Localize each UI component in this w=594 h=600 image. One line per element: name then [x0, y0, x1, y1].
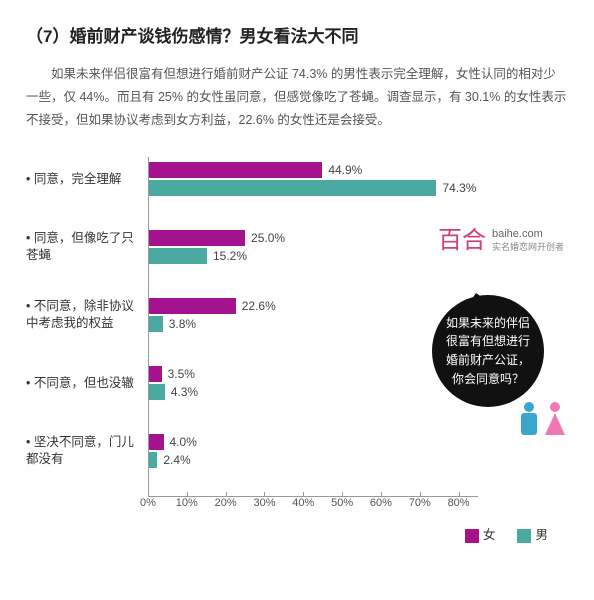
bar-value-label: 3.8% [169, 317, 196, 331]
bar-value-label: 2.4% [163, 453, 190, 467]
x-tick: 20% [215, 497, 237, 509]
bar-male: 74.3% [148, 180, 478, 196]
gender-figures-icon [518, 402, 566, 435]
x-tick: 70% [409, 497, 431, 509]
legend-item-female: 女 [465, 524, 496, 543]
bar-male: 4.3% [148, 384, 478, 400]
bar-rect [148, 230, 245, 246]
x-tick: 50% [331, 497, 353, 509]
bar-female: 3.5% [148, 366, 478, 382]
bar-value-label: 3.5% [168, 367, 195, 381]
x-tick: 80% [448, 497, 470, 509]
bar-value-label: 4.0% [170, 435, 197, 449]
male-figure-icon [518, 402, 540, 435]
chart-row: 坚决不同意，门儿都没有4.0%2.4% [148, 428, 568, 474]
category-label: 坚决不同意，门儿都没有 [26, 434, 138, 469]
x-tick: 30% [253, 497, 275, 509]
bar-rect [148, 162, 322, 178]
bar-male: 15.2% [148, 248, 478, 264]
chart-row: 同意，完全理解44.9%74.3% [148, 156, 568, 202]
brand-tagline: 实名婚恋网开创者 [492, 242, 564, 252]
speech-bubble-text: 如果未来的伴侣很富有但想进行婚前财产公证，你会同意吗？ [442, 314, 534, 388]
x-tick: 60% [370, 497, 392, 509]
bar-value-label: 4.3% [171, 385, 198, 399]
bar-value-label: 15.2% [213, 249, 247, 263]
bar-value-label: 44.9% [328, 163, 362, 177]
speech-bubble: 如果未来的伴侣很富有但想进行婚前财产公证，你会同意吗？ [432, 295, 544, 407]
bar-male: 2.4% [148, 452, 478, 468]
bar-rect [148, 316, 163, 332]
chart-description: 如果未来伴侣很富有但想进行婚前财产公证 74.3% 的男性表示完全理解，女性认同… [26, 63, 568, 132]
legend-item-male: 男 [517, 524, 548, 543]
bar-value-label: 74.3% [442, 181, 476, 195]
x-tick: 40% [292, 497, 314, 509]
female-figure-icon [544, 402, 566, 435]
x-axis: 0%10%20%30%40%50%60%70%80% [148, 496, 478, 518]
bar-rect [148, 366, 162, 382]
brand-domain: baihe.com [492, 228, 543, 240]
category-label: 同意，但像吃了只苍蝇 [26, 230, 138, 265]
bar-rect [148, 180, 436, 196]
category-label: 同意，完全理解 [26, 171, 138, 189]
bar-rect [148, 384, 165, 400]
bar-female: 25.0% [148, 230, 478, 246]
y-axis-line [148, 157, 149, 497]
bar-female: 44.9% [148, 162, 478, 178]
bar-female: 4.0% [148, 434, 478, 450]
x-tick: 0% [140, 497, 156, 509]
category-label: 不同意，但也没辙 [26, 375, 138, 393]
brand-logo-icon: 百合 [438, 229, 486, 253]
brand-watermark: 百合 baihe.com 实名婚恋网开创者 [438, 228, 564, 254]
category-label: 不同意，除非协议中考虑我的权益 [26, 298, 138, 333]
legend-swatch-icon [517, 529, 531, 543]
bar-rect [148, 248, 207, 264]
chart-legend: 女男 [26, 524, 548, 543]
page-title: （7）婚前财产谈钱伤感情？男女看法大不同 [26, 22, 568, 47]
bar-rect [148, 298, 236, 314]
legend-swatch-icon [465, 529, 479, 543]
bar-male: 3.8% [148, 316, 478, 332]
bar-female: 22.6% [148, 298, 478, 314]
bar-rect [148, 452, 157, 468]
bar-value-label: 22.6% [242, 299, 276, 313]
x-tick: 10% [176, 497, 198, 509]
bar-value-label: 25.0% [251, 231, 285, 245]
bar-rect [148, 434, 164, 450]
